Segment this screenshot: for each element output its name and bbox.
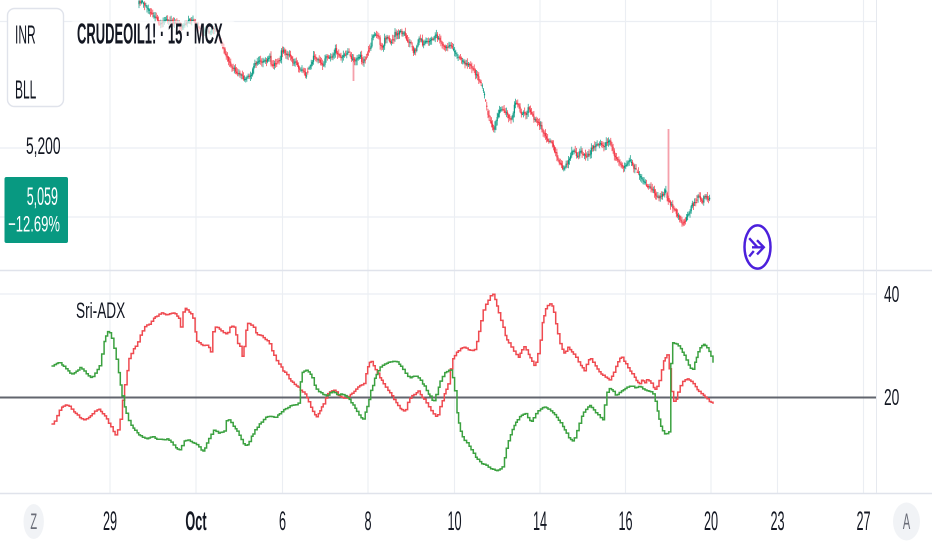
svg-text:Z: Z: [30, 509, 37, 534]
svg-text:8: 8: [364, 507, 371, 536]
svg-text:Sri-ADX: Sri-ADX: [76, 298, 125, 323]
svg-text:14: 14: [533, 507, 547, 536]
svg-text:40: 40: [884, 283, 899, 308]
svg-text:16: 16: [618, 507, 632, 536]
svg-text:BLL: BLL: [15, 77, 36, 105]
svg-text:20: 20: [884, 386, 899, 411]
svg-text:Oct: Oct: [185, 507, 206, 536]
svg-text:6: 6: [279, 507, 286, 536]
svg-text:5,200: 5,200: [26, 133, 61, 160]
svg-text:27: 27: [856, 507, 870, 536]
svg-text:CRUDEOIL1! · 15 · MCX: CRUDEOIL1! · 15 · MCX: [77, 18, 223, 50]
svg-text:INR: INR: [15, 22, 36, 50]
svg-text:−12.69%: −12.69%: [8, 211, 60, 237]
svg-text:10: 10: [447, 507, 461, 536]
svg-text:29: 29: [103, 507, 117, 536]
svg-text:5,059: 5,059: [27, 183, 58, 211]
svg-text:20: 20: [704, 507, 718, 536]
svg-text:23: 23: [770, 507, 784, 536]
svg-text:A: A: [903, 509, 911, 534]
